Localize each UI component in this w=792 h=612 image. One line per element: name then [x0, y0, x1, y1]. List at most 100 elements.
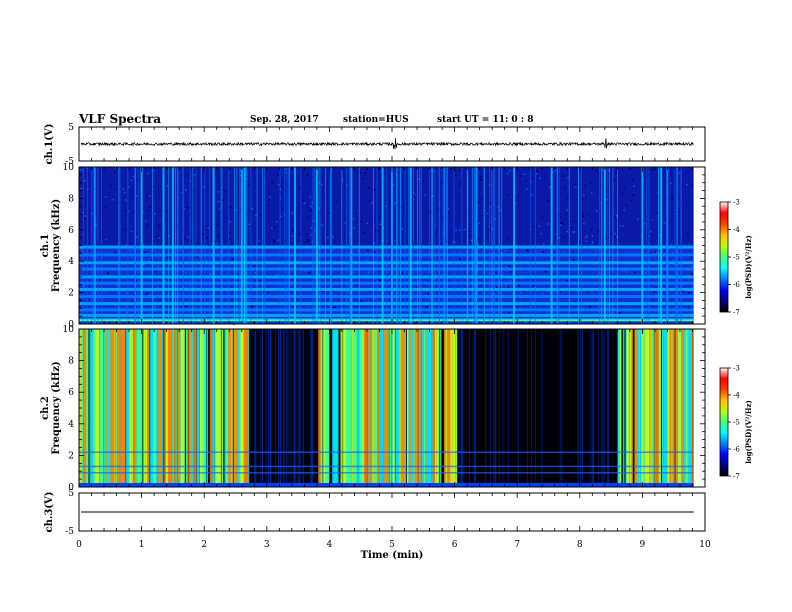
ch2-burst	[83, 329, 87, 483]
ch2-burst	[221, 329, 224, 483]
x-tick-label: 7	[514, 540, 520, 550]
ch1-speckle	[436, 299, 439, 301]
ch1-speckle	[587, 213, 589, 216]
ch1-speckle	[114, 251, 116, 254]
ch1-speckle	[181, 191, 183, 194]
ch1-speckle	[311, 193, 313, 196]
ch1-speckle	[664, 221, 666, 224]
ch1-speckle	[133, 249, 136, 251]
ch1-speckle	[292, 306, 295, 308]
ch1-speckle	[310, 227, 313, 229]
ch1-speckle	[142, 263, 144, 266]
ch1-speckle	[251, 305, 254, 308]
ch1-speckle	[528, 304, 531, 307]
ch1-speckle	[571, 216, 573, 219]
ch1-speckle	[688, 292, 690, 294]
ch1-speckle	[254, 271, 256, 274]
ch1-speckle	[625, 204, 628, 206]
ch2-burst	[135, 329, 139, 483]
ch2-burst	[390, 329, 392, 483]
ch1-speckle	[203, 225, 206, 228]
ch1-speckle	[573, 265, 576, 267]
ch1-speckle	[401, 272, 403, 275]
x-tick-label: 10	[699, 540, 711, 550]
ch1-speckle	[319, 212, 322, 215]
ch2-burst	[190, 329, 194, 483]
ch1-speckle	[385, 264, 387, 267]
ch1-speckle	[309, 196, 311, 198]
ch2-burst	[357, 329, 361, 483]
ch1-speckle	[538, 225, 541, 227]
ch2-burst	[365, 329, 368, 483]
ch2-burst	[173, 329, 176, 483]
ch1-band	[79, 302, 694, 306]
ch1-speckle	[424, 194, 427, 197]
x-axis-label: Time (min)	[361, 550, 424, 561]
ch1-spectrogram-layer	[79, 167, 705, 325]
ch1-speckle	[426, 305, 429, 308]
x-tick-label: 4	[327, 540, 333, 550]
ch1-speckle	[273, 239, 275, 242]
ch1-speckle	[605, 198, 607, 201]
ch1-speckle	[307, 239, 309, 241]
ch2-burst	[662, 329, 666, 483]
ch1-speckle	[373, 270, 376, 272]
ch1-speckle	[623, 187, 626, 190]
ch1-speckle	[79, 168, 81, 171]
ch1-speckle	[114, 305, 117, 307]
ch1-speckle	[154, 235, 156, 238]
ch1-burst	[315, 167, 318, 324]
ch1-speckle	[144, 251, 146, 254]
ch1-speckle	[379, 269, 381, 272]
ch1-speckle	[366, 259, 368, 262]
ch1-speckle	[165, 311, 168, 313]
ch1-speckle	[223, 197, 225, 200]
ch1-speckle	[455, 229, 457, 232]
ch1-speckle	[494, 218, 496, 220]
ch1-speckle	[276, 220, 278, 223]
y-tick-label: 4	[68, 420, 74, 430]
ch2-burst	[389, 329, 391, 483]
y-tick-label: 0	[68, 320, 74, 330]
ch1-speckle	[692, 286, 694, 289]
colorbar-2	[719, 367, 729, 477]
ch1-speckle	[595, 169, 598, 172]
ch1-speckle	[481, 214, 484, 217]
ch1-speckle	[509, 248, 512, 250]
ch2-burst	[622, 329, 625, 483]
ch1-speckle	[397, 172, 400, 174]
ch2-burst	[161, 329, 164, 483]
ch1-speckle	[589, 182, 591, 184]
ch1-speckle	[530, 180, 532, 183]
ch2-burst	[158, 329, 162, 483]
ch1-speckle	[281, 208, 283, 211]
ch1-speckle	[379, 223, 382, 225]
ch1-speckle	[152, 298, 155, 300]
ch2-burst	[418, 329, 421, 483]
ch2-burst	[175, 329, 177, 483]
ch2-burst	[427, 329, 432, 483]
ch1-speckle	[124, 199, 127, 201]
ch1-speckle	[549, 186, 551, 189]
ch1-speckle	[292, 230, 294, 232]
ch1-speckle	[226, 217, 228, 219]
ch1-speckle	[377, 167, 380, 169]
ch1-speckle	[494, 290, 496, 293]
ch1-speckle	[352, 271, 355, 274]
ch1-speckle	[83, 285, 85, 287]
ch1-speckle	[87, 188, 89, 190]
ch1-speckle	[653, 291, 656, 293]
ch1-speckle	[459, 169, 462, 172]
ch2-burst	[671, 329, 675, 483]
ch1-speckle	[222, 199, 225, 202]
ch2-burst	[664, 329, 667, 483]
ch2-burst	[234, 329, 238, 483]
ch1-speckle	[392, 184, 395, 186]
ch1-speckle	[271, 227, 273, 229]
ch1-speckle	[559, 216, 561, 218]
ch1-speckle	[691, 184, 693, 187]
ch1-speckle	[384, 205, 387, 208]
ch1-speckle	[231, 207, 233, 209]
ch1-speckle	[136, 179, 138, 182]
ch1-speckle	[355, 316, 358, 319]
